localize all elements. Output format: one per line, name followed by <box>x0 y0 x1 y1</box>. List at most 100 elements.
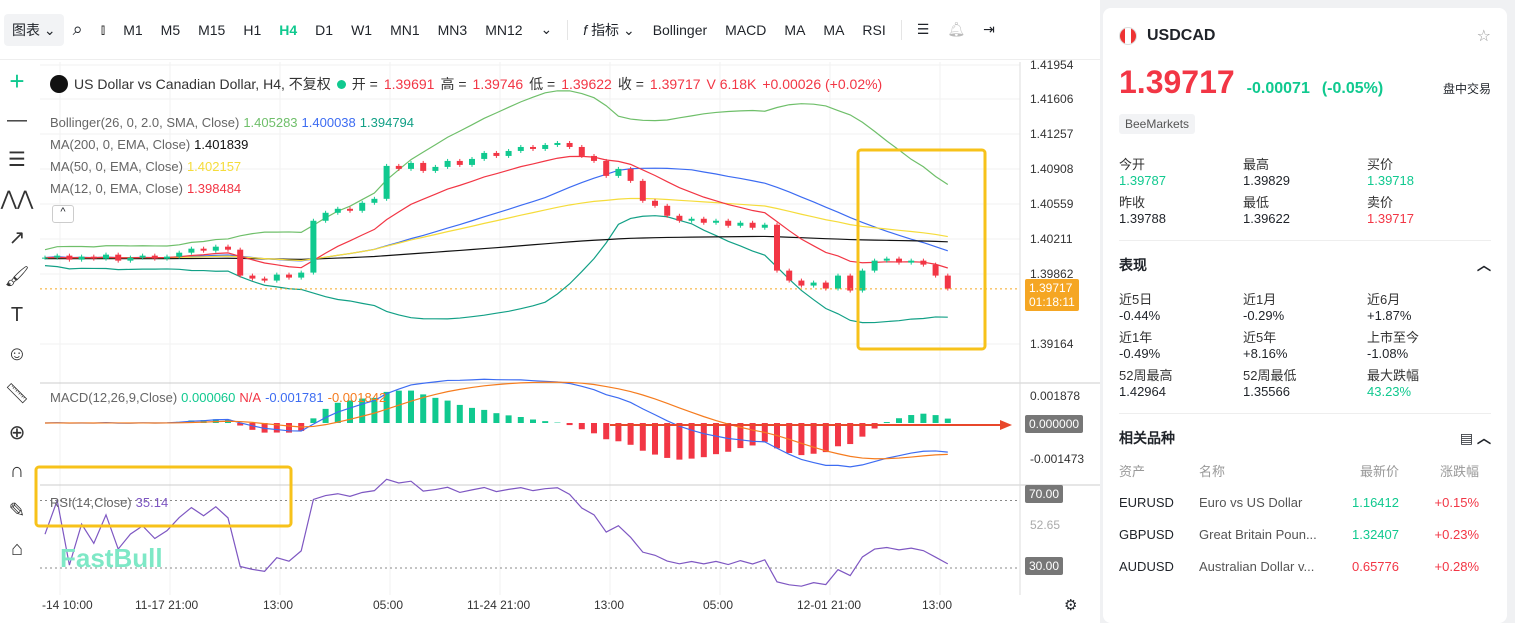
macd-histogram-bar <box>822 423 829 453</box>
timeframe-h1[interactable]: H1 <box>243 21 262 38</box>
performance-value: -0.29% <box>1243 308 1285 323</box>
timeframe-d1[interactable]: D1 <box>315 21 334 38</box>
macd-histogram-bar <box>700 423 707 458</box>
stat-value: 1.39622 <box>1243 211 1290 226</box>
indicator-ma[interactable]: MA <box>823 21 845 38</box>
timeframe-m1[interactable]: M1 <box>123 21 143 38</box>
candle-body <box>725 220 732 226</box>
candlestick-icon[interactable]: ⫾ <box>100 21 106 37</box>
lock-draw-icon[interactable]: ✎ <box>8 500 26 522</box>
candle-body <box>615 168 622 176</box>
more-timeframes-chevron-icon[interactable]: ⌄ <box>540 21 553 37</box>
zoom-in-icon[interactable]: ⊕ <box>8 422 26 444</box>
indicator-macd[interactable]: MACD <box>725 21 767 38</box>
performance-item: 近6月 +1.87% <box>1367 289 1491 323</box>
text-icon[interactable]: T <box>10 304 24 326</box>
search-icon[interactable]: ⌕ <box>72 19 83 39</box>
stat-label: 最低 <box>1243 195 1270 210</box>
chart-settings-gear-icon[interactable]: ⚙ <box>1064 597 1078 614</box>
candle-body <box>566 142 573 147</box>
pattern-icon[interactable]: ⋀⋀ <box>0 188 34 210</box>
rsi-line <box>44 478 949 587</box>
price-tag: 1.39717 01:18:11 <box>1025 279 1079 311</box>
ma50-value: 1.402157 <box>186 159 242 174</box>
related-row[interactable]: EURUSD Euro vs US Dollar 1.16412 +0.15% <box>1119 486 1491 518</box>
trash-icon[interactable]: ⌂ <box>10 538 24 560</box>
trend-arrow-icon[interactable]: ↗ <box>8 227 26 249</box>
parallel-lines-icon[interactable]: ☰ <box>8 149 26 171</box>
candle-body <box>749 222 756 228</box>
related-price: 1.32407 <box>1352 526 1399 542</box>
rsi-value: 35.14 <box>135 495 169 510</box>
candle-body <box>652 200 658 206</box>
indicators-button[interactable]: f 指标 ⌄ <box>583 21 635 38</box>
macd-histogram-bar <box>456 404 463 423</box>
brush-icon[interactable]: 🖌︎ <box>4 266 30 288</box>
ruler-icon[interactable]: 📏︎ <box>4 383 30 405</box>
collapse-legend-button[interactable]: ^ <box>52 205 74 223</box>
related-name: Great Britain Poun... <box>1199 526 1317 542</box>
indicator-rsi[interactable]: RSI <box>862 21 886 38</box>
ma200-value: 1.401839 <box>194 137 249 152</box>
timeframe-h4[interactable]: H4 <box>279 21 298 38</box>
candle-body <box>127 257 134 261</box>
open-label: 开 = <box>351 76 378 92</box>
candle-body <box>810 282 817 286</box>
macd-legend[interactable]: MACD(12,26,9,Close) 0.000060 N/A -0.001781-… <box>50 390 390 405</box>
macd-histogram-bar <box>944 418 951 423</box>
rsi-legend[interactable]: RSI(14,Close) 35.14 <box>50 495 172 510</box>
timeframe-mn12[interactable]: MN12 <box>485 21 523 38</box>
crosshair-icon[interactable]: + <box>9 66 25 96</box>
macd-histogram-bar <box>591 423 597 434</box>
macd-histogram-bar <box>920 413 927 423</box>
candle-body <box>908 260 915 263</box>
stat-item: 最低 1.39622 <box>1243 192 1367 226</box>
macd-signal-value: -0.001842 <box>327 390 387 405</box>
macd-histogram-bar <box>347 400 353 423</box>
candle-body <box>78 256 85 260</box>
macd-histogram-bar <box>835 423 841 447</box>
timeframe-mn1[interactable]: MN1 <box>390 21 420 38</box>
exit-fullscreen-icon[interactable]: ⇥ <box>983 21 995 37</box>
alert-bell-icon[interactable]: 🔔︎ <box>947 21 966 37</box>
broker-badge[interactable]: BeeMarkets <box>1119 114 1196 134</box>
macd-zero-tag: 0.000000 <box>1025 415 1084 433</box>
chart-toolbar: 图表 ⌄ ⌕ ⫾ M1 M5 M15 H1 H4 D1 W1 MN1 MN3 MN12 ⌄ f 指… <box>0 0 1100 60</box>
price-axis-label: 1.41257 <box>1030 127 1074 141</box>
candle-body <box>66 255 73 260</box>
related-row[interactable]: GBPUSD Great Britain Poun... 1.32407 +0.23% <box>1119 518 1491 550</box>
macd-histogram-bar <box>676 423 683 460</box>
ma200-legend[interactable]: MA(200, 0, EMA, Close) 1.401839 <box>50 137 252 152</box>
timeframe-w1[interactable]: W1 <box>351 21 373 38</box>
performance-header[interactable]: 表现 ︿ <box>1119 255 1491 275</box>
macd-histogram-bar <box>627 423 634 445</box>
candle-body <box>505 150 512 156</box>
magnet-icon[interactable]: ∩ <box>9 460 25 482</box>
timeframe-m15[interactable]: M15 <box>198 21 226 38</box>
related-row[interactable]: AUDUSD Australian Dollar v... 0.65776 +0.28… <box>1119 550 1491 582</box>
indicator-ma[interactable]: MA <box>784 21 806 38</box>
bollinger-legend[interactable]: Bollinger(26, 0, 2.0, SMA, Close) 1.40528… <box>50 115 418 130</box>
price-chart[interactable] <box>0 0 1100 623</box>
performance-value: -0.44% <box>1119 308 1161 323</box>
time-axis-label: 13:00 <box>594 598 625 612</box>
horizontal-line-icon[interactable]: — <box>7 109 27 131</box>
timeframe-m5[interactable]: M5 <box>160 21 181 38</box>
macd-histogram-bar <box>578 423 585 430</box>
collapse-chevron-icon[interactable]: ︿ <box>1477 257 1491 273</box>
chart-type-dropdown[interactable]: 图表 ⌄ <box>4 13 64 46</box>
annotation-arrowhead-icon <box>1000 420 1012 430</box>
ma12-legend[interactable]: MA(12, 0, EMA, Close) 1.398484 <box>50 181 245 196</box>
collapse-chevron-icon[interactable]: ︿ <box>1477 430 1491 446</box>
timeframe-mn3[interactable]: MN3 <box>437 21 468 38</box>
performance-value: -0.49% <box>1119 346 1161 361</box>
ma50-legend[interactable]: MA(50, 0, EMA, Close) 1.402157 <box>50 159 245 174</box>
layout-icon[interactable]: ☰ <box>916 21 930 37</box>
indicator-bollinger[interactable]: Bollinger <box>652 21 708 38</box>
price-tag-value: 1.39717 <box>1029 281 1073 295</box>
macd-histogram-bar <box>615 423 622 442</box>
list-icon[interactable]: ▤ <box>1459 430 1474 446</box>
emoji-icon[interactable]: ☺ <box>6 343 28 365</box>
favorite-star-icon[interactable]: ☆ <box>1476 28 1491 45</box>
rsi-70-tag: 70.00 <box>1025 485 1064 503</box>
